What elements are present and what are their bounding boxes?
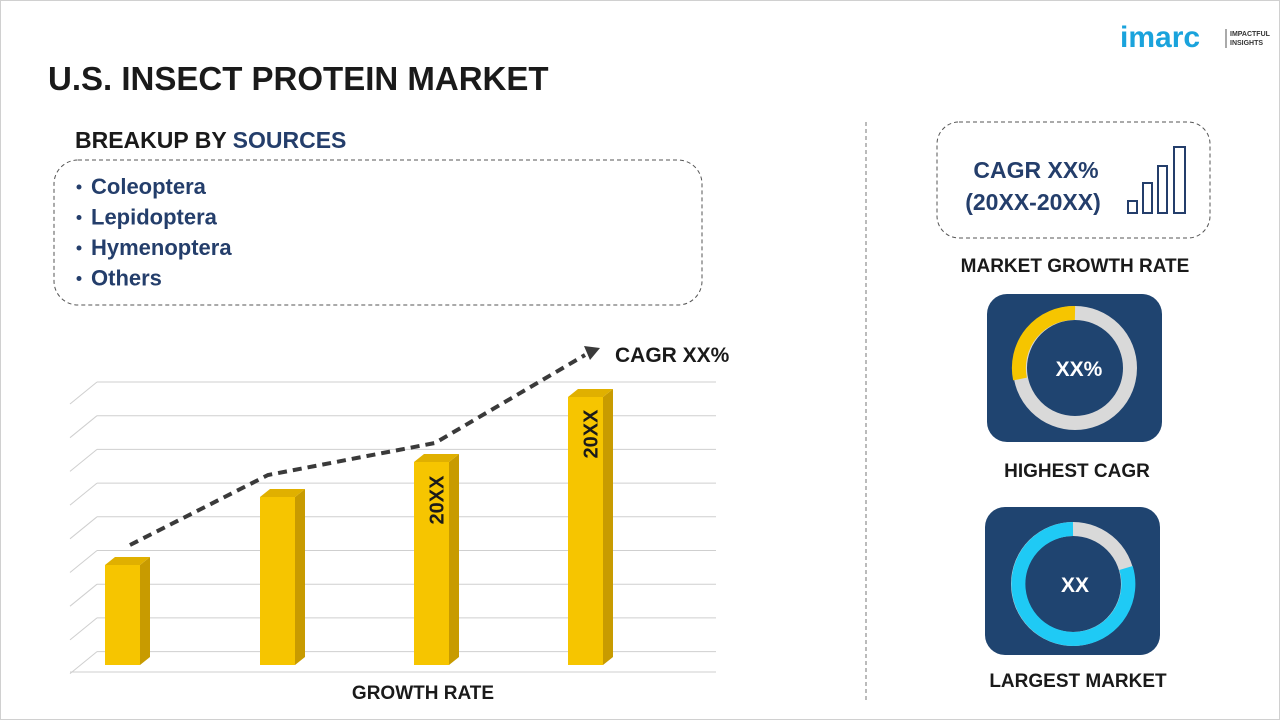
donut-value: XX% <box>1056 358 1103 381</box>
trend-line <box>129 353 587 547</box>
grid-line <box>69 516 98 540</box>
chart-caption: GROWTH RATE <box>352 683 494 704</box>
bar-label: 20XX <box>580 409 602 459</box>
icon-bar <box>1142 182 1153 214</box>
bar-top <box>105 557 150 565</box>
donut-value: XX <box>1061 574 1089 597</box>
logo-tagline: INSIGHTS <box>1230 40 1263 47</box>
heading-highlight: SOURCES <box>233 127 347 153</box>
grid-line <box>69 550 98 573</box>
bar-top <box>414 454 459 462</box>
icon-bar <box>1127 200 1138 214</box>
grid-line <box>69 415 98 439</box>
icon-bar <box>1157 165 1168 214</box>
bullet <box>76 245 82 251</box>
grid-line <box>69 482 98 506</box>
logo-brand: imarc <box>1120 21 1200 54</box>
bar-label: 20XX <box>426 475 448 525</box>
bar-side <box>295 489 305 665</box>
bullet <box>76 184 82 190</box>
trend-label: CAGR XX% <box>615 344 730 367</box>
bar <box>568 397 603 665</box>
section-heading: BREAKUP BY SOURCES <box>75 127 346 153</box>
bar <box>260 497 295 665</box>
list-box <box>53 159 703 306</box>
page-title: U.S. INSECT PROTEIN MARKET <box>48 60 549 97</box>
grid-line <box>69 617 98 641</box>
bar-side <box>140 557 150 665</box>
grid-line <box>69 381 98 405</box>
source-item: Coleoptera <box>91 174 207 199</box>
growth-icon <box>1127 146 1186 214</box>
bar <box>414 462 449 665</box>
bar-top <box>260 489 305 497</box>
bars <box>105 389 613 665</box>
card-text: (20XX-20XX) <box>965 189 1101 215</box>
source-item: Lepidoptera <box>91 205 218 230</box>
grid-line <box>69 651 98 674</box>
logo-tagline: IMPACTFUL <box>1230 31 1271 38</box>
card-text: CAGR XX% <box>973 157 1098 183</box>
card-caption: HIGHEST CAGR <box>1004 461 1150 482</box>
bar-side <box>449 454 459 665</box>
donut-arc <box>1011 522 1136 646</box>
grid-line <box>69 449 98 472</box>
source-item: Others <box>91 266 162 291</box>
icon-bar <box>1173 146 1186 214</box>
card-caption: LARGEST MARKET <box>989 671 1167 692</box>
grid-line <box>69 583 98 607</box>
growth-card <box>936 121 1211 239</box>
bullet <box>76 215 82 220</box>
source-item: Hymenoptera <box>91 235 232 260</box>
trend-arrow <box>584 346 600 360</box>
source-list: Coleoptera Lepidoptera Hymenoptera Others <box>76 174 232 291</box>
donut-arc <box>1011 305 1076 381</box>
card-caption: MARKET GROWTH RATE <box>961 256 1190 277</box>
bar <box>105 565 140 665</box>
heading-prefix: BREAKUP BY <box>75 127 226 153</box>
bar-side <box>603 389 613 665</box>
bar-top <box>568 389 613 397</box>
bullet <box>76 276 82 281</box>
